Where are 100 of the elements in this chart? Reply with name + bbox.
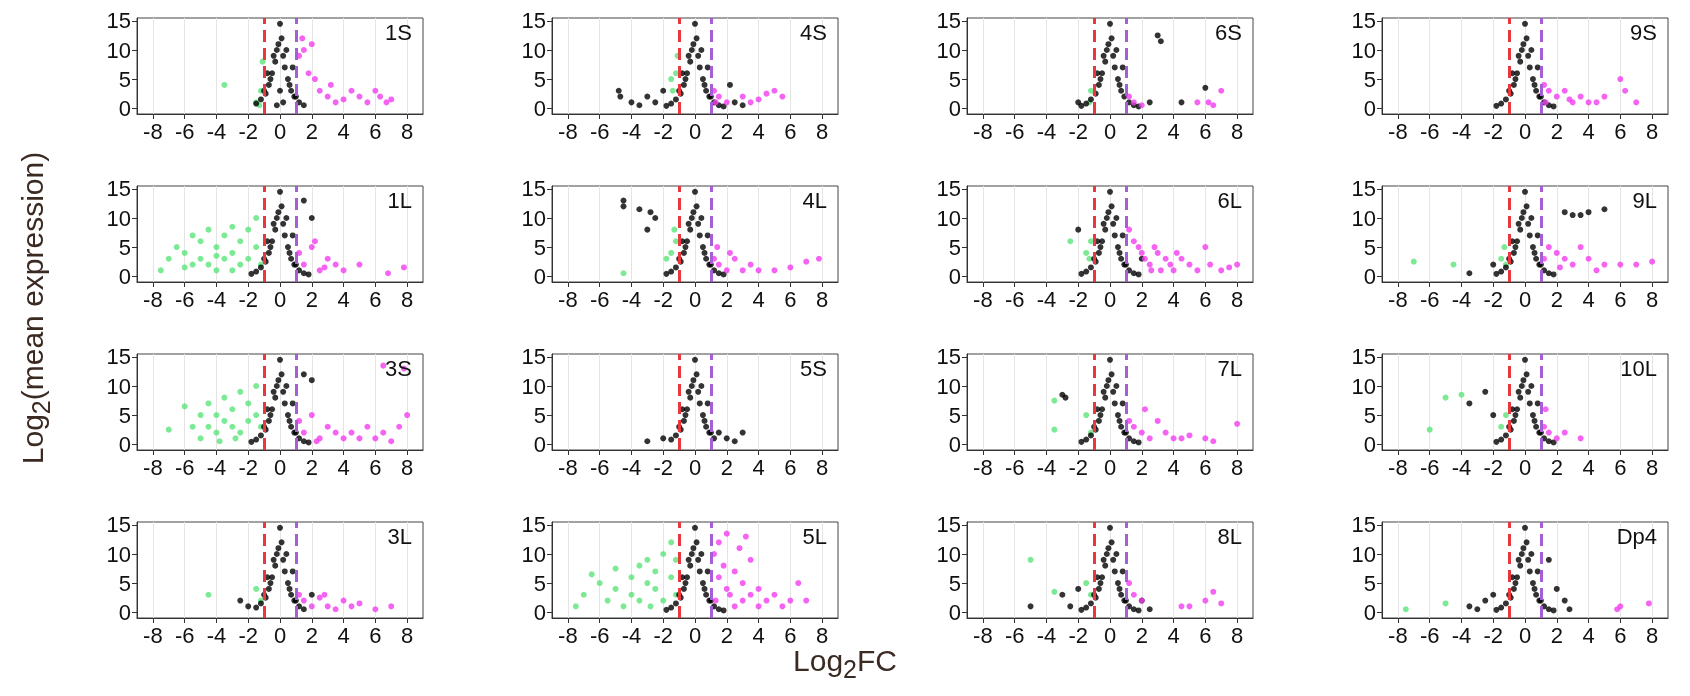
x-tick-label: -6 — [1004, 622, 1025, 648]
x-tick-label: -8 — [1388, 622, 1408, 648]
chart-title: 6S — [1215, 19, 1243, 45]
x-tick-label: -8 — [143, 454, 163, 480]
x-tick-label: 6 — [1199, 286, 1212, 312]
x-tick-label: 6 — [784, 118, 797, 144]
y-tick-label: 10 — [521, 205, 546, 231]
y-tick-label: 0 — [118, 263, 131, 289]
x-tick-label: -8 — [973, 286, 993, 312]
y-tick-label: 15 — [936, 176, 961, 202]
x-tick-label: -2 — [238, 118, 258, 144]
x-tick-label: 6 — [369, 118, 382, 144]
x-tick-label: -6 — [174, 454, 195, 480]
x-tick-label: 2 — [720, 286, 733, 312]
x-tick-label: 8 — [1645, 622, 1659, 648]
y-tick-label: 0 — [118, 599, 131, 625]
y-tick-label: 5 — [1363, 402, 1376, 428]
x-tick-label: 8 — [1645, 118, 1659, 144]
x-tick-label: 2 — [720, 622, 733, 648]
x-tick-label: -4 — [621, 622, 642, 648]
x-tick-label: 0 — [1518, 622, 1532, 648]
x-tick-label: -2 — [238, 286, 258, 312]
y-tick-label: 15 — [1351, 176, 1376, 202]
x-tick-label: 0 — [1518, 118, 1532, 144]
x-tick-label: -4 — [621, 454, 642, 480]
x-tick-label: -4 — [1036, 286, 1057, 312]
x-tick-label: -2 — [1068, 454, 1088, 480]
y-tick-label: 5 — [1363, 66, 1376, 92]
x-tick-label: -6 — [589, 622, 610, 648]
chart-title: 3L — [387, 523, 413, 549]
x-tick-label: 2 — [1550, 118, 1563, 144]
chart-title: 4S — [800, 19, 828, 45]
y-tick-label: 5 — [118, 66, 131, 92]
y-tick-label: 0 — [1363, 599, 1376, 625]
x-tick-label: 8 — [400, 286, 414, 312]
x-tick-label: -6 — [174, 118, 195, 144]
y-tick-label: 10 — [521, 37, 546, 63]
chart-title: 4L — [802, 187, 828, 213]
x-tick-label: 4 — [337, 622, 350, 648]
y-tick-label: 10 — [521, 541, 546, 567]
x-tick-label: 0 — [273, 118, 287, 144]
x-tick-label: 2 — [1135, 622, 1148, 648]
x-tick-label: -4 — [1036, 622, 1057, 648]
x-tick-label: 2 — [720, 118, 733, 144]
x-tick-label: 0 — [1103, 454, 1117, 480]
y-tick-label: 5 — [1363, 570, 1376, 596]
y-tick-label: 0 — [118, 431, 131, 457]
x-tick-label: 8 — [1230, 454, 1244, 480]
x-tick-label: 6 — [1199, 454, 1212, 480]
y-tick-label: 5 — [533, 402, 546, 428]
x-tick-label: -4 — [206, 622, 227, 648]
x-tick-label: 0 — [1518, 454, 1532, 480]
y-tick-label: 0 — [948, 599, 961, 625]
x-tick-label: 8 — [400, 622, 414, 648]
y-tick-label: 0 — [533, 599, 546, 625]
chart-title: 1S — [385, 19, 413, 45]
y-tick-label: 10 — [106, 541, 131, 567]
chart-title: 6L — [1217, 187, 1243, 213]
x-tick-label: 2 — [720, 454, 733, 480]
y-tick-label: 15 — [521, 176, 546, 202]
x-tick-label: 4 — [1167, 118, 1180, 144]
x-tick-label: 2 — [1135, 118, 1148, 144]
x-tick-label: -2 — [1483, 286, 1503, 312]
x-tick-label: -8 — [1388, 454, 1408, 480]
y-tick-label: 0 — [948, 95, 961, 121]
x-tick-label: 8 — [815, 286, 829, 312]
chart-title: 5S — [800, 355, 828, 381]
y-tick-label: 15 — [521, 512, 546, 538]
x-tick-label: 8 — [1230, 118, 1244, 144]
y-tick-label: 10 — [936, 541, 961, 567]
x-tick-label: 2 — [305, 286, 318, 312]
x-tick-label: -6 — [174, 286, 195, 312]
y-tick-label: 15 — [106, 8, 131, 34]
x-tick-label: -4 — [1451, 118, 1472, 144]
x-tick-label: -8 — [973, 454, 993, 480]
x-tick-label: -4 — [1036, 118, 1057, 144]
x-tick-label: 6 — [1199, 622, 1212, 648]
chart-title: 9S — [1630, 19, 1658, 45]
x-tick-label: 0 — [688, 286, 702, 312]
x-tick-label: 0 — [1103, 622, 1117, 648]
x-tick-label: -2 — [1483, 622, 1503, 648]
y-tick-label: 5 — [1363, 234, 1376, 260]
chart-title: 3S — [385, 355, 413, 381]
y-tick-label: 15 — [936, 8, 961, 34]
chart-title: 9L — [1632, 187, 1658, 213]
x-tick-label: -8 — [973, 622, 993, 648]
x-tick-label: 4 — [1582, 118, 1595, 144]
chart-title: 10L — [1620, 355, 1658, 381]
x-tick-label: -4 — [1036, 454, 1057, 480]
y-tick-label: 15 — [936, 512, 961, 538]
chart-title: 5L — [802, 523, 828, 549]
x-tick-label: 8 — [1645, 286, 1659, 312]
x-tick-label: 4 — [1582, 454, 1595, 480]
x-tick-label: 0 — [1103, 118, 1117, 144]
y-tick-label: 0 — [948, 431, 961, 457]
x-tick-label: 2 — [1135, 454, 1148, 480]
x-tick-label: 6 — [1614, 454, 1627, 480]
x-tick-label: 4 — [1167, 454, 1180, 480]
x-tick-label: 2 — [305, 118, 318, 144]
x-tick-label: -2 — [1068, 118, 1088, 144]
